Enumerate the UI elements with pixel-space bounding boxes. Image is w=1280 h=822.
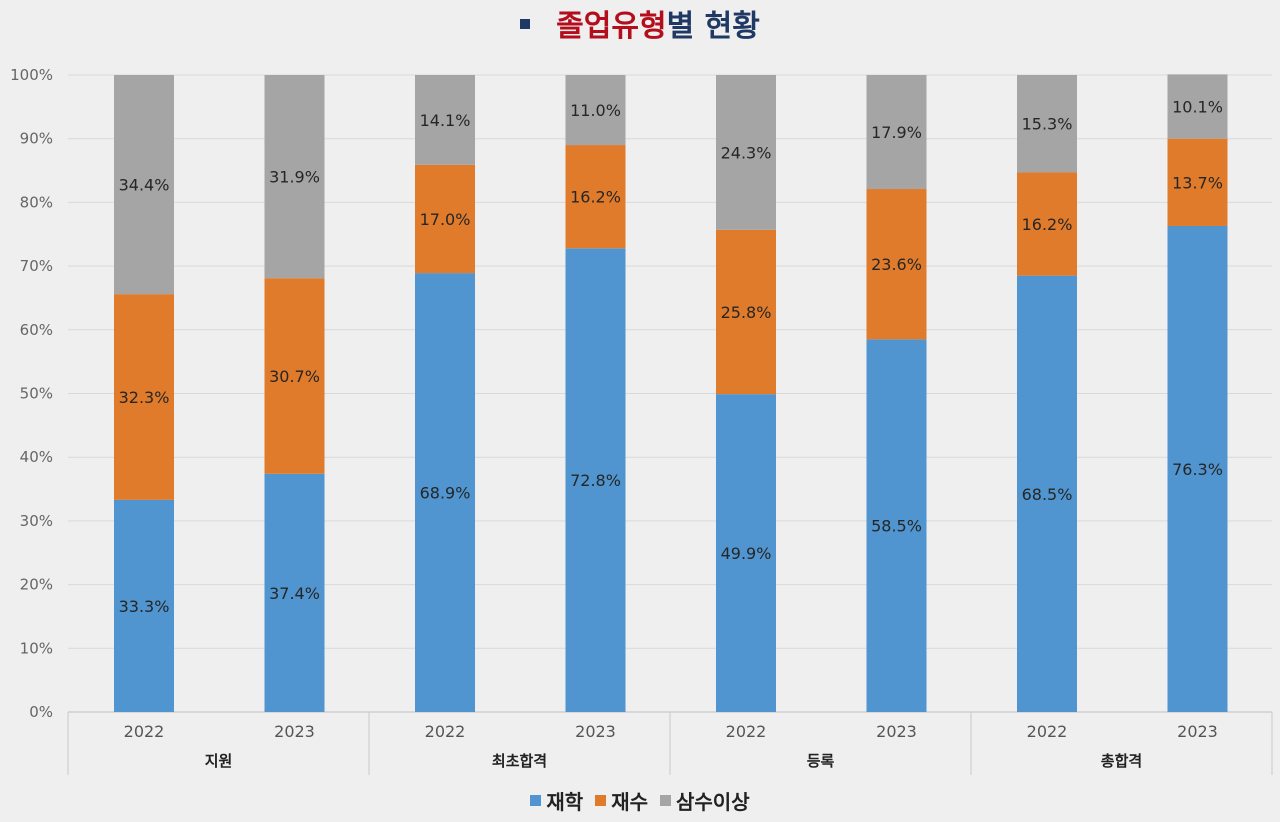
legend-item: 재학 (530, 786, 583, 815)
group-label: 최초합격 (492, 752, 547, 770)
data-label: 30.7% (269, 367, 320, 386)
bar-segment (415, 273, 475, 712)
bar-segment (264, 75, 325, 279)
chart-legend: 재학 재수 삼수이상 (0, 784, 1280, 816)
data-label: 72.8% (570, 471, 621, 490)
year-label: 2023 (274, 722, 315, 741)
group-label: 총합격 (1101, 752, 1142, 770)
bar-segment (565, 145, 626, 249)
title-accent-text: 졸업유형 (556, 9, 667, 44)
year-label: 2023 (876, 722, 917, 741)
bar-segment (114, 499, 174, 712)
year-label: 2022 (124, 722, 165, 741)
bar-segment (1167, 225, 1228, 712)
bar-segment (866, 339, 927, 712)
y-tick-label: 70% (20, 257, 53, 275)
bar-segment (866, 75, 927, 190)
title-rest-text: 별 현황 (666, 9, 760, 44)
year-label: 2022 (726, 722, 767, 741)
bar-segment (565, 248, 626, 712)
data-label: 14.1% (420, 111, 471, 130)
bar-segment (415, 164, 475, 274)
y-tick-label: 10% (20, 639, 53, 657)
y-tick-label: 60% (20, 321, 53, 339)
bar-segment (716, 75, 776, 230)
y-tick-label: 30% (20, 512, 53, 530)
year-label: 2022 (425, 722, 466, 741)
bar-segment (264, 473, 325, 712)
bar-segment (415, 75, 475, 165)
bar-segment (114, 294, 174, 500)
page-title: 졸업유형별 현황 (0, 4, 1280, 50)
legend-swatch-icon (530, 794, 542, 806)
data-label: 33.3% (119, 597, 170, 616)
bar-segment (866, 189, 927, 340)
bar-segment (716, 394, 776, 712)
group-label: 지원 (205, 752, 233, 770)
legend-label: 재수 (611, 789, 648, 814)
y-tick-label: 50% (20, 385, 53, 403)
year-label: 2022 (1027, 722, 1068, 741)
data-label: 31.9% (269, 168, 320, 187)
legend-label: 삼수이상 (676, 789, 750, 814)
bar-segment (114, 75, 174, 295)
legend-swatch-icon (660, 794, 671, 806)
y-tick-label: 90% (20, 130, 53, 148)
data-label: 32.3% (119, 388, 170, 407)
data-label: 24.3% (721, 143, 772, 162)
legend-swatch-icon (595, 794, 607, 806)
data-label: 49.9% (721, 544, 772, 563)
data-label: 58.5% (871, 517, 922, 536)
bar-segment (1017, 172, 1077, 276)
data-label: 10.1% (1172, 98, 1223, 117)
data-label: 17.0% (420, 210, 471, 229)
legend-label: 재학 (546, 789, 584, 814)
bar-segment (565, 75, 626, 146)
bar-segment (1167, 74, 1228, 139)
data-label: 68.9% (420, 484, 471, 503)
bar-segment (1017, 275, 1077, 712)
year-label: 2023 (1177, 722, 1218, 741)
data-label: 15.3% (1022, 115, 1073, 134)
y-tick-label: 0% (29, 703, 53, 721)
data-label: 25.8% (721, 303, 772, 322)
bar-segment (1167, 138, 1228, 226)
data-label: 11.0% (570, 101, 621, 120)
y-tick-label: 40% (20, 448, 53, 466)
data-label: 68.5% (1022, 485, 1073, 504)
data-label: 16.2% (570, 188, 621, 207)
data-label: 16.2% (1022, 215, 1073, 234)
legend-item: 재수 (595, 786, 648, 815)
bar-segment (1017, 75, 1077, 173)
data-label: 17.9% (871, 123, 922, 142)
data-label: 23.6% (871, 255, 922, 274)
y-tick-label: 20% (20, 576, 53, 594)
year-label: 2023 (575, 722, 616, 741)
bar-segment (716, 229, 776, 395)
group-label: 등록 (807, 752, 835, 770)
data-label: 13.7% (1172, 173, 1223, 192)
title-bullet-icon (520, 18, 531, 29)
legend-item: 삼수이상 (660, 786, 750, 815)
data-label: 76.3% (1172, 460, 1223, 479)
data-label: 37.4% (269, 584, 320, 603)
y-tick-label: 100% (10, 66, 53, 84)
y-tick-label: 80% (20, 193, 53, 211)
data-label: 34.4% (119, 176, 170, 195)
bar-segment (264, 278, 325, 474)
